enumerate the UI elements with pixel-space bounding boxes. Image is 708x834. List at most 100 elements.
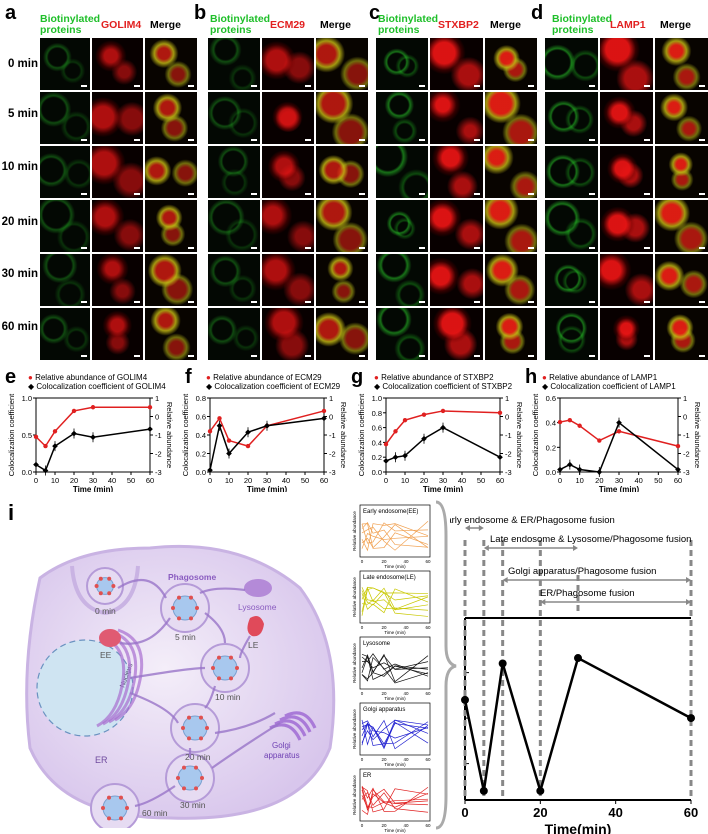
mini-chart-ylabel: Relative abundance [352, 775, 357, 815]
scale-bar [474, 247, 480, 249]
micrograph-d-ch3-t0 [655, 38, 708, 90]
y-axis-label: Colocalization coefficient [7, 393, 16, 476]
header-merge-b: Merge [320, 19, 351, 31]
x-tick-label: 40 [282, 476, 290, 485]
scale-bar [251, 301, 257, 303]
bead-t30 [177, 765, 203, 791]
mini-chart-ylabel: Relative abundance [352, 709, 357, 749]
pathway-arrow [129, 691, 179, 724]
x-tick-label: 60 [674, 476, 682, 485]
x-tick-label: 50 [127, 476, 135, 485]
header-lamp1: LAMP1 [610, 19, 646, 31]
micrograph-b-ch2-t5 [262, 308, 314, 360]
protein-dot [107, 591, 112, 596]
y-axis-label: Colocalization coefficient [531, 393, 540, 476]
mini-chart-title: ER [363, 773, 372, 779]
arrowhead-left [483, 545, 489, 551]
legend-h-red: Relative abundance of LAMP1 [549, 373, 658, 382]
mini-xtick: 0 [361, 559, 364, 564]
scale-bar [419, 85, 425, 87]
x-tick-label: 40 [458, 476, 466, 485]
protein-dot [199, 736, 203, 741]
data-point [536, 786, 545, 795]
mini-xtick: 40 [403, 559, 409, 564]
scale-bar [528, 301, 534, 303]
scale-bar [81, 355, 87, 357]
panel-letter-h: h [525, 366, 538, 388]
data-point [574, 654, 582, 663]
micrograph-a-ch3-t3 [145, 200, 197, 252]
data-point [245, 443, 251, 449]
er-membrane [114, 628, 144, 722]
legend-f-red: Relative abundance of ECM29 [213, 373, 322, 382]
mini-series [361, 787, 429, 808]
micrograph-a-ch2-t4 [92, 254, 143, 306]
y2-tick-label: -2 [505, 450, 512, 459]
x-tick-label: 20 [420, 476, 428, 485]
y-tick-label: 0.0 [372, 468, 382, 477]
pathway-arrow [214, 712, 276, 735]
pathway-arrow [199, 587, 246, 595]
mini-xtick: 20 [381, 559, 387, 564]
scale-bar [305, 301, 311, 303]
scale-bar [589, 139, 595, 141]
mini-series [361, 665, 429, 680]
mini-series [361, 656, 429, 684]
scale-bar [251, 247, 257, 249]
mini-xlabel: Time (min) [384, 762, 406, 767]
mini-xtick: 40 [403, 823, 409, 828]
micrograph-d-ch3-t5 [655, 308, 708, 360]
scale-bar [528, 193, 534, 195]
scale-bar [81, 301, 87, 303]
mini-xtick: 20 [381, 691, 387, 696]
label-t20: 20 min [185, 752, 211, 762]
data-point [402, 418, 408, 423]
mini-series [361, 599, 429, 611]
micrograph-d-ch3-t2 [655, 146, 708, 198]
data-point [52, 429, 58, 434]
y2-axis-label: Relative abundance [339, 402, 348, 468]
scale-bar [528, 247, 534, 249]
data-point [43, 443, 48, 449]
pathway-arrow [204, 685, 217, 709]
y-tick-label: 0.2 [196, 450, 206, 459]
micrograph-d-ch3-t3 [655, 200, 708, 252]
pathway-arrow [134, 785, 176, 808]
scale-bar [134, 139, 140, 141]
legend-h: ● Relative abundance of LAMP1 ◆ Colocali… [542, 373, 676, 391]
protein-dot [107, 576, 112, 581]
data-point [393, 429, 398, 434]
row-label-20min: 20 min [1, 216, 38, 228]
y-tick-label: 0.2 [546, 443, 556, 452]
scale-bar [81, 139, 87, 141]
mini-series [361, 789, 429, 812]
mini-series [361, 587, 429, 612]
data-point [567, 418, 573, 423]
data-point [147, 405, 153, 410]
chart-g: 0.00.20.40.60.81.0 10-1-2-30 10 20 30 40 50 60T… [357, 393, 524, 492]
bead-t60 [102, 795, 128, 821]
data-point [383, 442, 389, 447]
legend-e-red: Relative abundance of GOLIM4 [35, 373, 148, 382]
header-merge-c: Merge [490, 19, 521, 31]
x-tick-label: 20 [244, 476, 252, 485]
legend-e-black: Colocalization coefficient of GOLIM4 [36, 382, 166, 391]
micrograph-a-ch2-t3 [92, 200, 143, 252]
scale-bar [188, 355, 194, 357]
curly-brace [435, 500, 457, 830]
data-point [217, 416, 222, 421]
mini-xlabel: Time (min) [384, 564, 406, 569]
legend-g-black: Colocalization coefficient of STXBP2 [382, 382, 513, 391]
scale-bar [251, 85, 257, 87]
scale-bar [359, 193, 365, 195]
scale-bar [134, 85, 140, 87]
y2-tick-label: 0 [683, 413, 687, 422]
scale-bar [419, 355, 425, 357]
panel-letter-b: b [194, 2, 207, 24]
scale-bar [699, 355, 705, 357]
data-point [596, 469, 603, 475]
micrograph-b-ch2-t0 [262, 38, 314, 90]
x-axis-label: Time(min) [545, 821, 612, 834]
protein-dot [205, 726, 209, 730]
